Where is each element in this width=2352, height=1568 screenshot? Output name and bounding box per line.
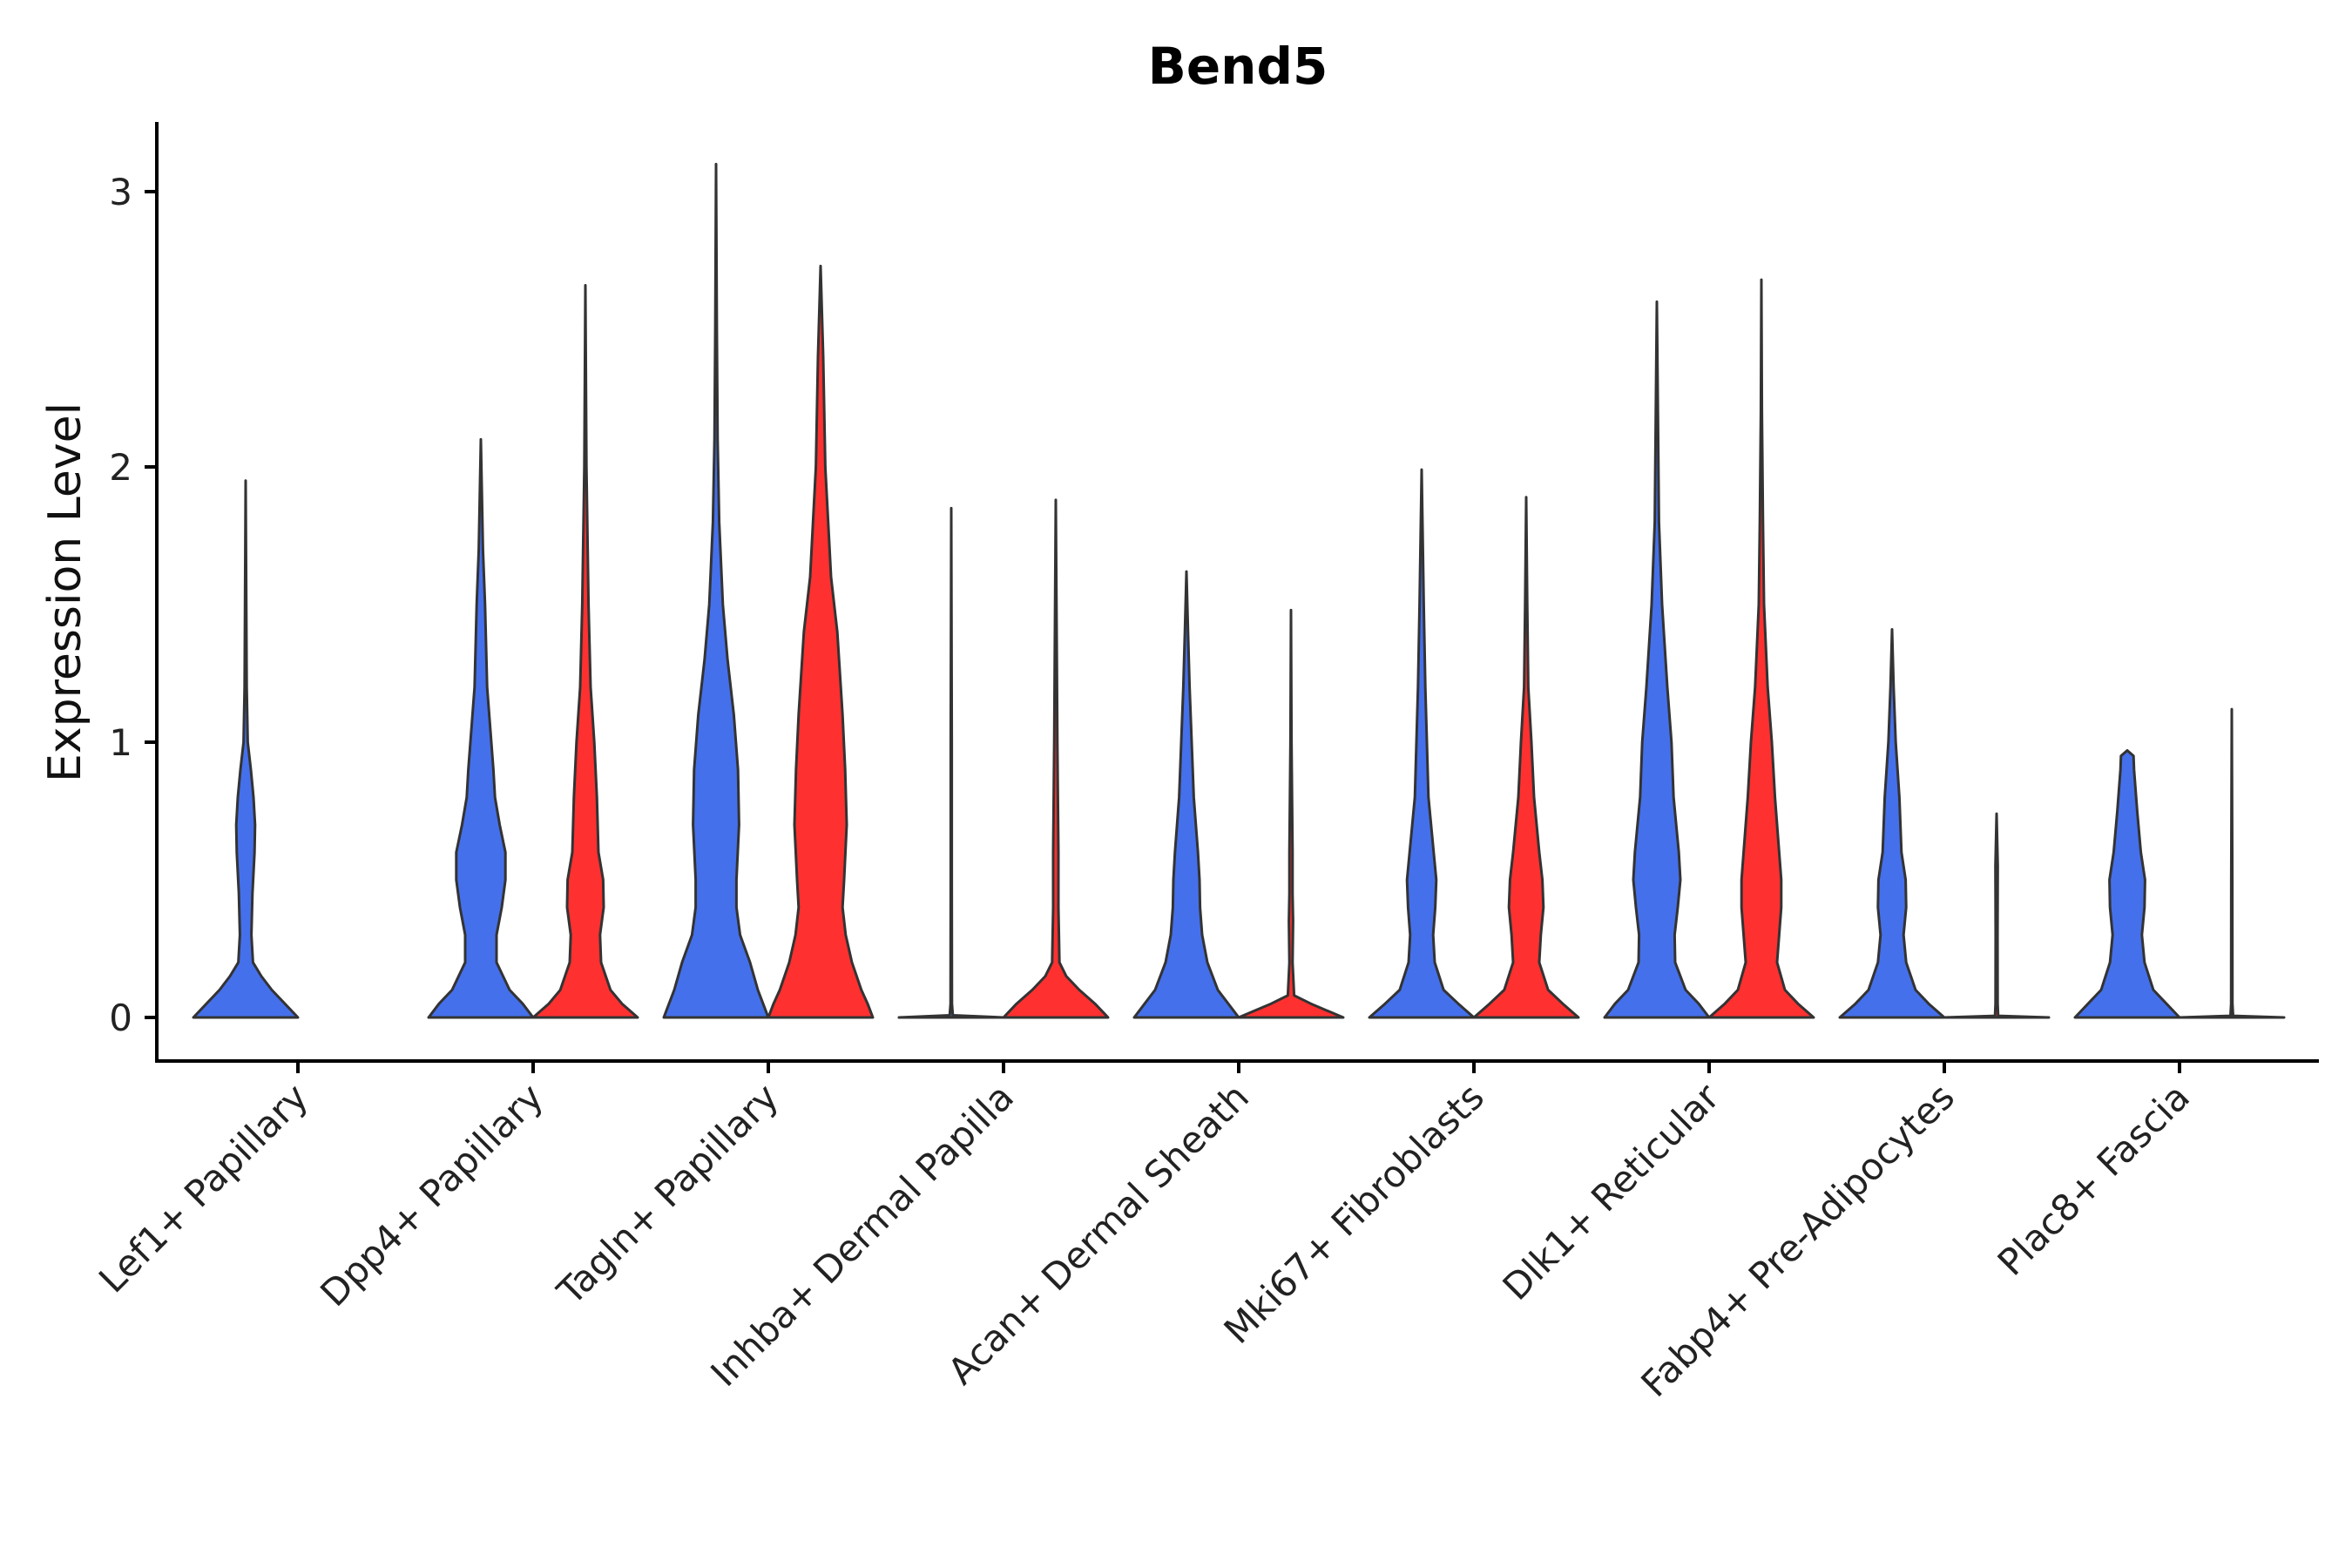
violin-group2-1 [531, 283, 639, 1019]
y-tick-label: 2 [109, 446, 132, 489]
violin-group1-1 [427, 437, 535, 1019]
violin-group1-3 [897, 506, 1005, 1019]
x-tick-label: Plac8+ Fascia [1990, 1075, 2198, 1283]
violin-group2-3 [1002, 498, 1110, 1019]
violin-group2-6 [1707, 278, 1815, 1019]
y-axis-title: Expression Level [39, 402, 91, 782]
x-tick-label: Lef1+ Papillary [91, 1075, 316, 1301]
y-tick-label: 0 [109, 997, 132, 1039]
violin-group1-5 [1368, 468, 1476, 1019]
violin-group2-2 [767, 264, 875, 1019]
violin-layer [192, 162, 2286, 1019]
violin-group1-0 [192, 479, 300, 1019]
violin-group2-8 [2178, 707, 2286, 1019]
violin-group1-2 [662, 162, 770, 1019]
violin-group2-4 [1237, 608, 1345, 1019]
violin-group2-7 [1943, 812, 2051, 1019]
violin-group1-7 [1838, 627, 1946, 1019]
x-tick-label: Tagln+ Papillary [549, 1075, 787, 1313]
violin-group2-5 [1472, 496, 1580, 1019]
y-tick-label: 1 [109, 721, 132, 764]
violin-group1-6 [1603, 300, 1711, 1019]
x-tick-label: Mki67+ Fibroblasts [1216, 1075, 1492, 1351]
y-tick-label: 3 [109, 171, 132, 213]
violin-group1-8 [2073, 748, 2181, 1019]
x-tick-label: Dpp4+ Papillary [312, 1075, 551, 1315]
x-tick-label: Dlk1+ Reticular [1495, 1075, 1728, 1308]
chart-title: Bend5 [1148, 37, 1328, 96]
violin-group1-4 [1132, 570, 1240, 1019]
